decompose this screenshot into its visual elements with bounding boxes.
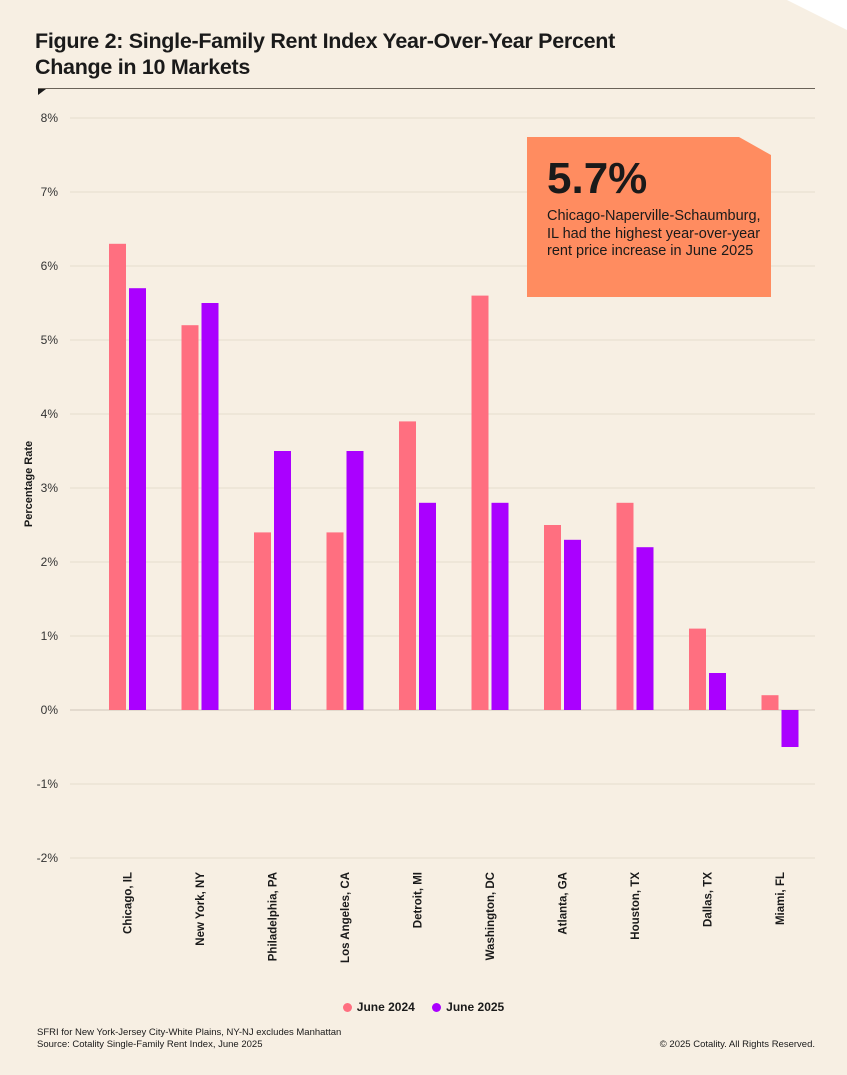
legend-swatch — [342, 1002, 352, 1012]
x-tick-label: New York, NY — [195, 872, 207, 946]
footnote: SFRI for New York-Jersey City-White Plai… — [37, 1027, 341, 1051]
x-tick-label: Chicago, IL — [123, 872, 135, 934]
legend-item-june-2025: June 2025 — [432, 1000, 504, 1014]
bar-june-2024 — [689, 628, 706, 710]
footnote-source: Source: Cotality Single-Family Rent Inde… — [37, 1039, 263, 1050]
bar-june-2024 — [109, 243, 126, 711]
x-tick-label: Houston, TX — [630, 872, 642, 940]
y-tick-label: 1% — [41, 629, 59, 643]
legend: June 2024 June 2025 — [0, 1000, 847, 1015]
y-tick-label: 8% — [41, 111, 59, 125]
divider-marker — [38, 89, 46, 95]
y-tick-label: 5% — [41, 333, 59, 347]
y-tick-label: -2% — [37, 851, 59, 865]
bar-june-2025 — [129, 288, 146, 710]
x-tick-label: Atlanta, GA — [558, 872, 570, 935]
bar-june-2024 — [544, 525, 561, 710]
bar-june-2024 — [181, 325, 199, 710]
callout-value: 5.7% — [547, 154, 648, 203]
bar-june-2025 — [201, 303, 219, 710]
bar-june-2025 — [636, 547, 654, 710]
y-tick-label: -1% — [37, 777, 59, 791]
x-tick-label: Los Angeles, CA — [340, 872, 352, 963]
bar-june-2024 — [471, 295, 489, 710]
callout-text: Chicago-Naperville-Schaumburg, IL had th… — [547, 208, 761, 259]
footnote-note: SFRI for New York-Jersey City-White Plai… — [37, 1027, 342, 1038]
bar-june-2025 — [781, 710, 799, 747]
y-tick-label: 3% — [41, 481, 59, 495]
bar-june-2025 — [709, 673, 726, 710]
y-tick-label: 7% — [41, 185, 59, 199]
x-tick-label: Dallas, TX — [703, 872, 715, 927]
legend-item-june-2024: June 2024 — [342, 1000, 415, 1014]
highlight-callout: 5.7% Chicago-Naperville-Schaumburg, IL h… — [527, 137, 771, 297]
y-tick-label: 6% — [41, 259, 59, 273]
chart-title: Figure 2: Single-Family Rent Index Year-… — [35, 29, 615, 79]
copyright: © 2025 Cotality. All Rights Reserved. — [659, 1039, 815, 1050]
bar-june-2025 — [564, 539, 581, 710]
bar-june-2025 — [491, 502, 509, 710]
page-corner-decoration — [787, 0, 847, 30]
x-tick-label: Philadelphia, PA — [268, 872, 280, 961]
y-tick-label: 0% — [41, 703, 59, 717]
bar-june-2024 — [326, 532, 344, 710]
bar-june-2024 — [254, 532, 271, 710]
bar-june-2025 — [419, 502, 436, 710]
bar-june-2024 — [616, 502, 634, 710]
y-axis-label: Percentage Rate — [23, 441, 35, 527]
bar-june-2024 — [399, 421, 416, 710]
bar-june-2025 — [346, 451, 364, 710]
y-tick-label: 4% — [41, 407, 59, 421]
y-tick-label: 2% — [41, 555, 59, 569]
x-tick-label: Detroit, MI — [413, 872, 425, 928]
bar-june-2025 — [274, 451, 291, 710]
legend-swatch — [432, 1002, 442, 1012]
x-tick-label: Miami, FL — [775, 872, 787, 925]
title-divider — [38, 88, 815, 89]
bar-june-2024 — [761, 695, 779, 710]
legend-label: June 2025 — [446, 1000, 505, 1014]
legend-label: June 2024 — [356, 1000, 415, 1014]
x-tick-label: Washington, DC — [485, 872, 497, 960]
